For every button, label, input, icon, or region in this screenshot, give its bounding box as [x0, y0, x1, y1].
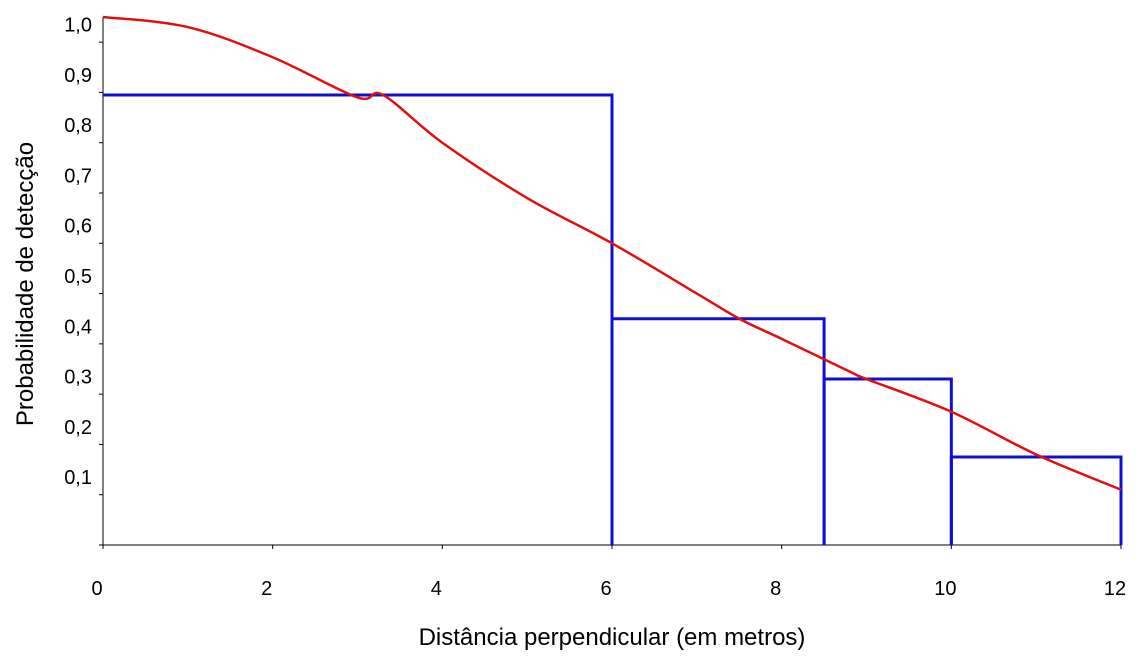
y-tick-label: 0,8	[64, 115, 92, 137]
y-tick-label: 0,7	[64, 165, 92, 187]
y-tick-label: 0,4	[64, 316, 92, 338]
histogram-bin	[610, 317, 826, 545]
y-tick-label: 0,2	[64, 417, 92, 439]
y-tick-label: 0,3	[64, 367, 92, 389]
axes: 0,1 0,2 0,3 0,4 0,5 0,6 0,7 0,8 0,9 1,0 0 2 4 6 8 10 12	[64, 15, 1126, 600]
x-tick-label: 0	[91, 578, 102, 600]
histogram-bin	[949, 455, 1123, 545]
y-tick-label: 1,0	[64, 15, 92, 37]
y-tick-label: 0,1	[64, 467, 92, 489]
x-tick-label: 2	[261, 578, 272, 600]
x-ticks: 0 2 4 6 8 10 12	[91, 545, 1126, 600]
y-ticks: 0,1 0,2 0,3 0,4 0,5 0,6 0,7 0,8 0,9 1,0	[64, 15, 103, 546]
x-tick-label: 12	[1104, 578, 1126, 600]
y-tick-label: 0,9	[64, 65, 92, 87]
y-axis-title: Probabilidade de detecção	[12, 142, 39, 426]
x-tick-label: 10	[934, 578, 956, 600]
x-tick-label: 6	[600, 578, 611, 600]
y-tick-label: 0,5	[64, 266, 92, 288]
x-tick-label: 8	[770, 578, 781, 600]
y-tick-label: 0,6	[64, 216, 92, 238]
x-axis-title: Distância perpendicular (em metros)	[419, 624, 806, 651]
histogram-bin	[103, 93, 614, 545]
histogram-bins	[103, 93, 1123, 545]
detection-curve	[102, 15, 1122, 491]
x-tick-label: 4	[431, 578, 442, 600]
